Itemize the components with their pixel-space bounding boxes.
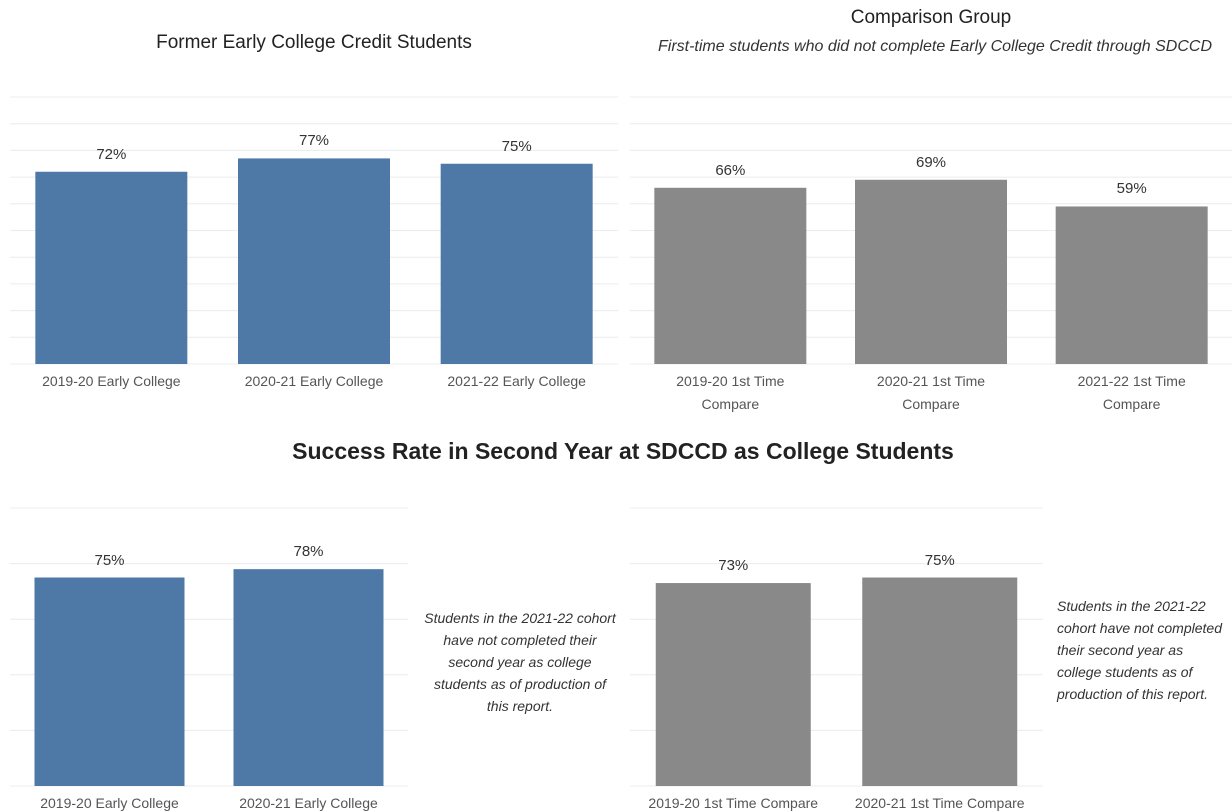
x-tick-label: 2019-20 Early College xyxy=(42,373,181,389)
bar xyxy=(862,577,1018,786)
bar xyxy=(655,583,811,786)
x-tick-label: 2020-21 1st Time Compare xyxy=(876,373,986,412)
x-tick-label: 2020-21 Early College xyxy=(239,795,378,811)
section-title: Success Rate in Second Year at SDCCD as … xyxy=(292,438,954,464)
data-label: 75% xyxy=(94,551,125,569)
x-tick-label: 2019-20 Early College xyxy=(40,795,179,811)
data-label: 72% xyxy=(96,145,127,163)
bar xyxy=(233,569,384,786)
chart-title: Former Early College Credit Students xyxy=(156,32,472,53)
chart-subtitle: First-time students who did not complete… xyxy=(657,38,1212,55)
bar xyxy=(34,577,185,786)
x-tick-label: 2021-22 Early College xyxy=(447,373,586,389)
data-label: 66% xyxy=(715,161,746,179)
x-tick-label: 2021-22 1st Time Compare xyxy=(1077,373,1186,412)
bar xyxy=(1055,206,1208,364)
x-tick-label: 2019-20 1st Time Compare xyxy=(648,795,819,811)
data-label: 78% xyxy=(293,543,324,561)
data-label: 59% xyxy=(1116,180,1147,198)
data-label: 77% xyxy=(298,132,330,150)
bar xyxy=(440,163,593,364)
annotation: Students in the 2021-22 cohort have not … xyxy=(1057,598,1222,702)
data-label: 69% xyxy=(915,153,947,171)
data-label: 75% xyxy=(924,551,955,569)
data-label: 73% xyxy=(718,557,749,575)
bar xyxy=(654,187,807,364)
data-label: 75% xyxy=(501,137,532,155)
chart-title: Comparison Group xyxy=(850,7,1012,28)
bar xyxy=(35,171,188,364)
x-tick-label: 2019-20 1st Time Compare xyxy=(676,373,785,412)
annotation: Students in the 2021-22 cohort have not … xyxy=(424,610,616,714)
bar xyxy=(855,179,1007,364)
bar xyxy=(238,158,390,364)
x-tick-label: 2020-21 Early College xyxy=(244,373,384,389)
x-tick-label: 2020-21 1st Time Compare xyxy=(854,795,1025,811)
